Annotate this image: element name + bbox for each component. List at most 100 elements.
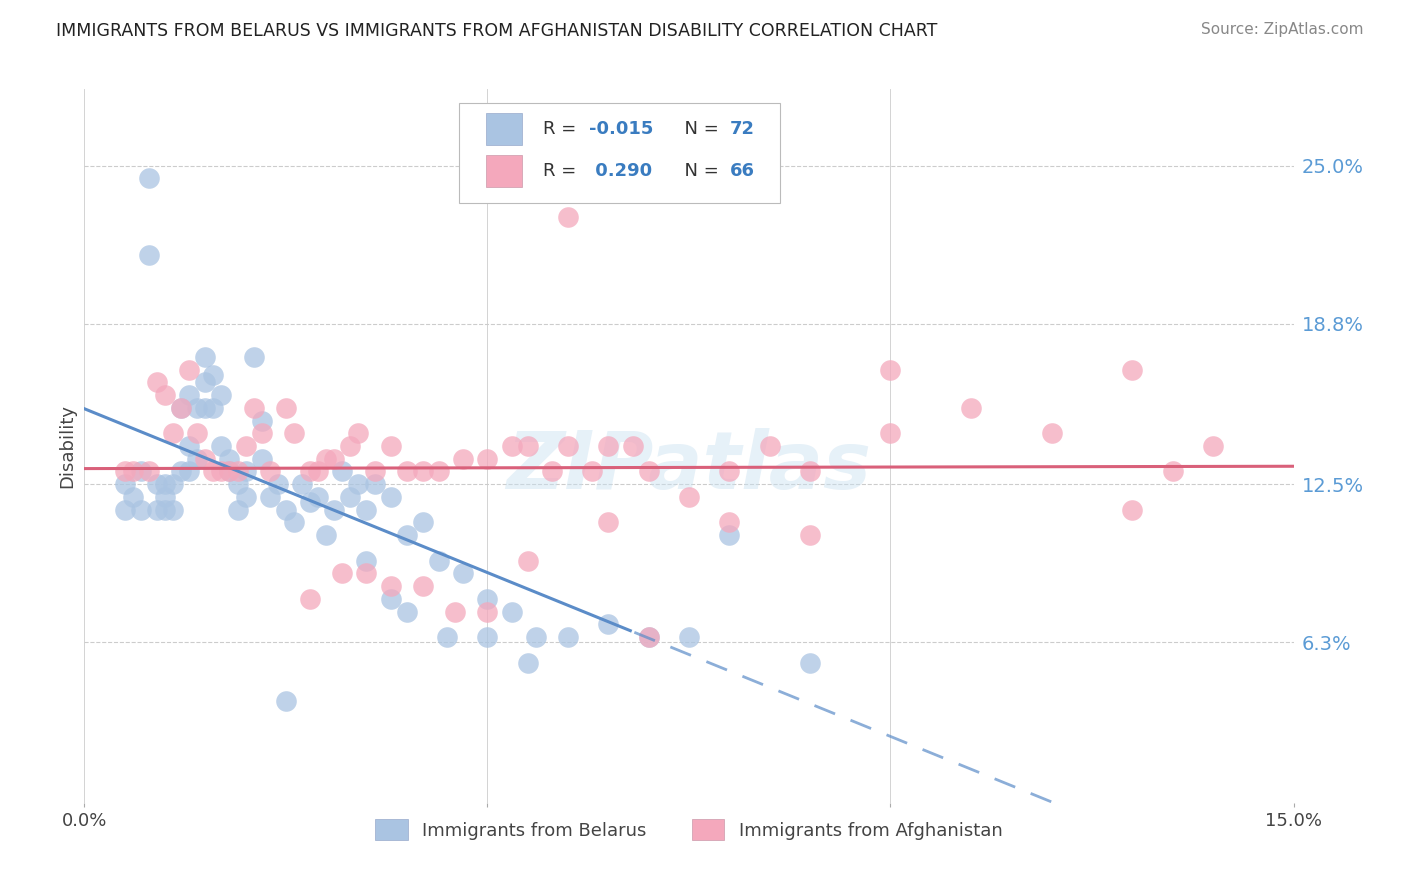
Point	[194, 401, 217, 415]
Point	[380, 490, 402, 504]
Point	[363, 477, 385, 491]
Point	[121, 465, 143, 479]
Point	[186, 451, 208, 466]
Point	[879, 362, 901, 376]
Point	[598, 617, 620, 632]
Point	[557, 210, 579, 224]
Point	[339, 490, 361, 504]
Point	[170, 465, 193, 479]
Point	[114, 502, 136, 516]
Point	[307, 465, 329, 479]
Point	[114, 465, 136, 479]
Point	[1121, 502, 1143, 516]
Point	[436, 630, 458, 644]
Point	[477, 451, 499, 466]
Point	[501, 439, 523, 453]
Point	[412, 516, 434, 530]
Point	[323, 451, 346, 466]
Point	[121, 490, 143, 504]
Point	[395, 605, 418, 619]
Point	[235, 439, 257, 453]
Point	[541, 465, 564, 479]
Point	[356, 502, 378, 516]
Point	[242, 401, 264, 415]
Point	[242, 350, 264, 364]
Text: R =: R =	[543, 162, 582, 180]
Point	[283, 516, 305, 530]
Point	[179, 439, 201, 453]
Point	[226, 502, 249, 516]
Point	[799, 528, 821, 542]
Point	[146, 502, 169, 516]
Text: 66: 66	[730, 162, 755, 180]
Point	[267, 477, 290, 491]
Point	[179, 362, 201, 376]
Point	[799, 656, 821, 670]
Point	[339, 439, 361, 453]
Text: N =: N =	[673, 120, 724, 138]
Text: R =: R =	[543, 120, 582, 138]
Text: IMMIGRANTS FROM BELARUS VS IMMIGRANTS FROM AFGHANISTAN DISABILITY CORRELATION CH: IMMIGRANTS FROM BELARUS VS IMMIGRANTS FR…	[56, 22, 938, 40]
Point	[451, 451, 474, 466]
Point	[129, 502, 152, 516]
Point	[395, 528, 418, 542]
Point	[283, 426, 305, 441]
Point	[162, 426, 184, 441]
Point	[170, 401, 193, 415]
Point	[516, 439, 538, 453]
Point	[879, 426, 901, 441]
Point	[209, 465, 232, 479]
Point	[678, 490, 700, 504]
Point	[146, 477, 169, 491]
Point	[524, 630, 547, 644]
Point	[307, 490, 329, 504]
Text: ZIPatlas: ZIPatlas	[506, 428, 872, 507]
Point	[427, 465, 450, 479]
Point	[153, 477, 176, 491]
Point	[274, 694, 297, 708]
Point	[1202, 439, 1225, 453]
Point	[226, 465, 249, 479]
Point	[153, 388, 176, 402]
Point	[412, 579, 434, 593]
FancyBboxPatch shape	[486, 113, 522, 145]
Point	[235, 490, 257, 504]
Point	[274, 502, 297, 516]
Point	[1161, 465, 1184, 479]
Point	[274, 401, 297, 415]
Point	[678, 630, 700, 644]
Point	[153, 502, 176, 516]
Point	[637, 630, 659, 644]
Point	[138, 171, 160, 186]
Point	[412, 465, 434, 479]
Point	[718, 528, 741, 542]
Point	[323, 502, 346, 516]
Point	[162, 502, 184, 516]
Point	[179, 388, 201, 402]
Point	[186, 426, 208, 441]
Point	[138, 465, 160, 479]
Text: -0.015: -0.015	[589, 120, 652, 138]
Point	[427, 554, 450, 568]
Point	[960, 401, 983, 415]
Point	[153, 490, 176, 504]
Point	[598, 439, 620, 453]
Point	[250, 413, 273, 427]
Y-axis label: Disability: Disability	[59, 404, 77, 488]
Point	[477, 630, 499, 644]
Point	[315, 451, 337, 466]
Point	[250, 426, 273, 441]
Point	[330, 465, 353, 479]
Point	[501, 605, 523, 619]
Point	[194, 376, 217, 390]
Point	[516, 554, 538, 568]
Point	[363, 465, 385, 479]
Point	[718, 465, 741, 479]
Point	[194, 350, 217, 364]
Legend: Immigrants from Belarus, Immigrants from Afghanistan: Immigrants from Belarus, Immigrants from…	[368, 812, 1010, 847]
Point	[235, 465, 257, 479]
Point	[356, 554, 378, 568]
Point	[202, 465, 225, 479]
Point	[259, 465, 281, 479]
Point	[218, 451, 240, 466]
